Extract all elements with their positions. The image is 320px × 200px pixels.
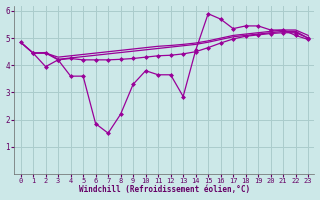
X-axis label: Windchill (Refroidissement éolien,°C): Windchill (Refroidissement éolien,°C) xyxy=(79,185,250,194)
